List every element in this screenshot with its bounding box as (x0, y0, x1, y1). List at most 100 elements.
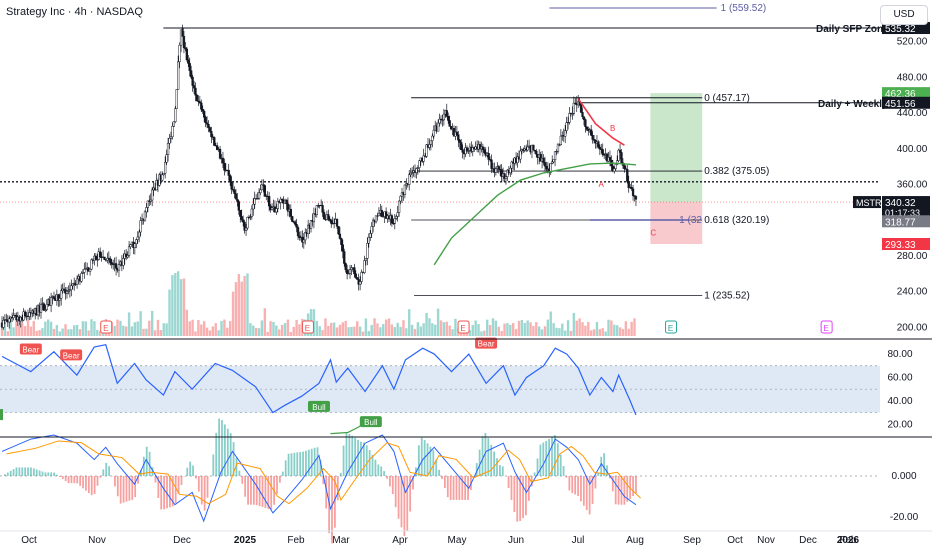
volume-bar (393, 327, 396, 336)
macd-histogram-bar (632, 476, 634, 497)
earnings-marker (301, 320, 314, 334)
candle-body (543, 162, 547, 167)
volume-bar (142, 328, 145, 336)
macd-histogram-bar (6, 472, 9, 476)
volume-bar (23, 326, 27, 336)
macd-histogram-bar (203, 476, 206, 511)
macd-histogram-bar (600, 456, 603, 476)
volume-bar (535, 322, 538, 336)
macd-histogram-bar (192, 465, 194, 476)
volume-bar (243, 275, 246, 336)
macd-histogram-bar (496, 458, 498, 476)
macd-histogram-bar (542, 442, 545, 476)
countdown-label: 01:17:33 (885, 208, 920, 218)
macd-histogram-bar (316, 447, 319, 476)
fib-1-label: 1 (235.52) (704, 291, 750, 302)
symbol-badge (853, 196, 881, 209)
volume-bar (480, 331, 483, 336)
candle-body (369, 233, 372, 238)
macd-histogram-bar (623, 476, 626, 505)
macd-histogram-bar (493, 451, 496, 476)
candle-body (45, 303, 48, 310)
macd-histogram-bar (498, 464, 501, 476)
macd-histogram-bar (35, 469, 38, 476)
candle-body (229, 175, 232, 183)
candle-body (231, 189, 235, 191)
macd-histogram-bar (302, 451, 304, 476)
macd-histogram-bar (264, 476, 267, 508)
volume-bar (87, 330, 90, 336)
volume-bar (436, 308, 440, 336)
volume-bar (439, 320, 443, 336)
volume-bar (252, 325, 255, 336)
wave-b-line (577, 98, 625, 146)
macd-histogram-bar (70, 476, 73, 484)
volume-bar (98, 330, 102, 336)
macd-histogram-bar (386, 476, 388, 479)
macd-histogram-bar (449, 476, 452, 500)
candle-body (175, 89, 178, 109)
volume-bar (237, 274, 241, 336)
macd-histogram-bar (577, 476, 579, 496)
sma-line (433, 162, 637, 266)
gray-badge (882, 215, 930, 228)
macd-histogram-bar (374, 459, 377, 476)
candle-body (344, 263, 347, 270)
candle-body (345, 269, 349, 274)
candle-body (624, 168, 627, 170)
macd-histogram-bar (93, 476, 96, 494)
rsi-bear-tag-label: Bear (478, 340, 495, 349)
candle-body (503, 173, 506, 179)
earnings-marker-label: E (823, 324, 828, 333)
macd-histogram-bar (131, 476, 134, 500)
rsi-line (1, 343, 637, 416)
volume-bar (613, 324, 616, 336)
volume-bar (601, 328, 604, 336)
macd-histogram-bar (606, 465, 608, 476)
volume-bar (197, 320, 200, 336)
candle-body (601, 149, 604, 155)
macd-histogram-bar (108, 466, 111, 476)
candle-body (623, 165, 626, 169)
volume-bar (358, 326, 362, 336)
candle-body (558, 144, 561, 146)
volume-bar (257, 328, 261, 336)
candle-body (194, 87, 197, 96)
time-tick-label: 2026 (837, 535, 860, 546)
volume-bar (488, 325, 492, 336)
candle-body (28, 312, 31, 317)
macd-histogram-bar (215, 432, 218, 476)
macd-histogram-bar (368, 450, 371, 476)
candle-body (285, 199, 288, 205)
candle-body (249, 216, 252, 218)
candle-body (295, 224, 298, 228)
macd-histogram-bar (116, 476, 119, 497)
time-tick-label: Jun (508, 535, 524, 546)
candle-body (519, 150, 522, 160)
candle-body (81, 272, 85, 274)
volume-bar (116, 319, 119, 336)
candle-body (172, 121, 175, 127)
candle-body (461, 149, 464, 153)
candle-body (626, 169, 629, 182)
currency-button[interactable]: USD (880, 5, 928, 25)
macd-histogram-bar (148, 451, 151, 476)
candle-body (418, 160, 421, 168)
volume-bar (581, 322, 584, 336)
candle-body (608, 157, 612, 161)
candle-body (494, 168, 498, 173)
tp-badge (882, 87, 930, 100)
volume-bar (624, 321, 628, 336)
weekly-badge-label: 451.56 (885, 99, 916, 110)
wave-label-b: B (610, 124, 615, 133)
candle-body (286, 203, 290, 212)
volume-bar (442, 322, 446, 336)
candle-body (564, 130, 567, 137)
candle-body (634, 196, 638, 200)
macd-histogram-bar (24, 467, 27, 476)
candle-body (504, 176, 508, 179)
candle-body (88, 268, 92, 272)
tp-badge-label: 462.36 (885, 89, 916, 100)
